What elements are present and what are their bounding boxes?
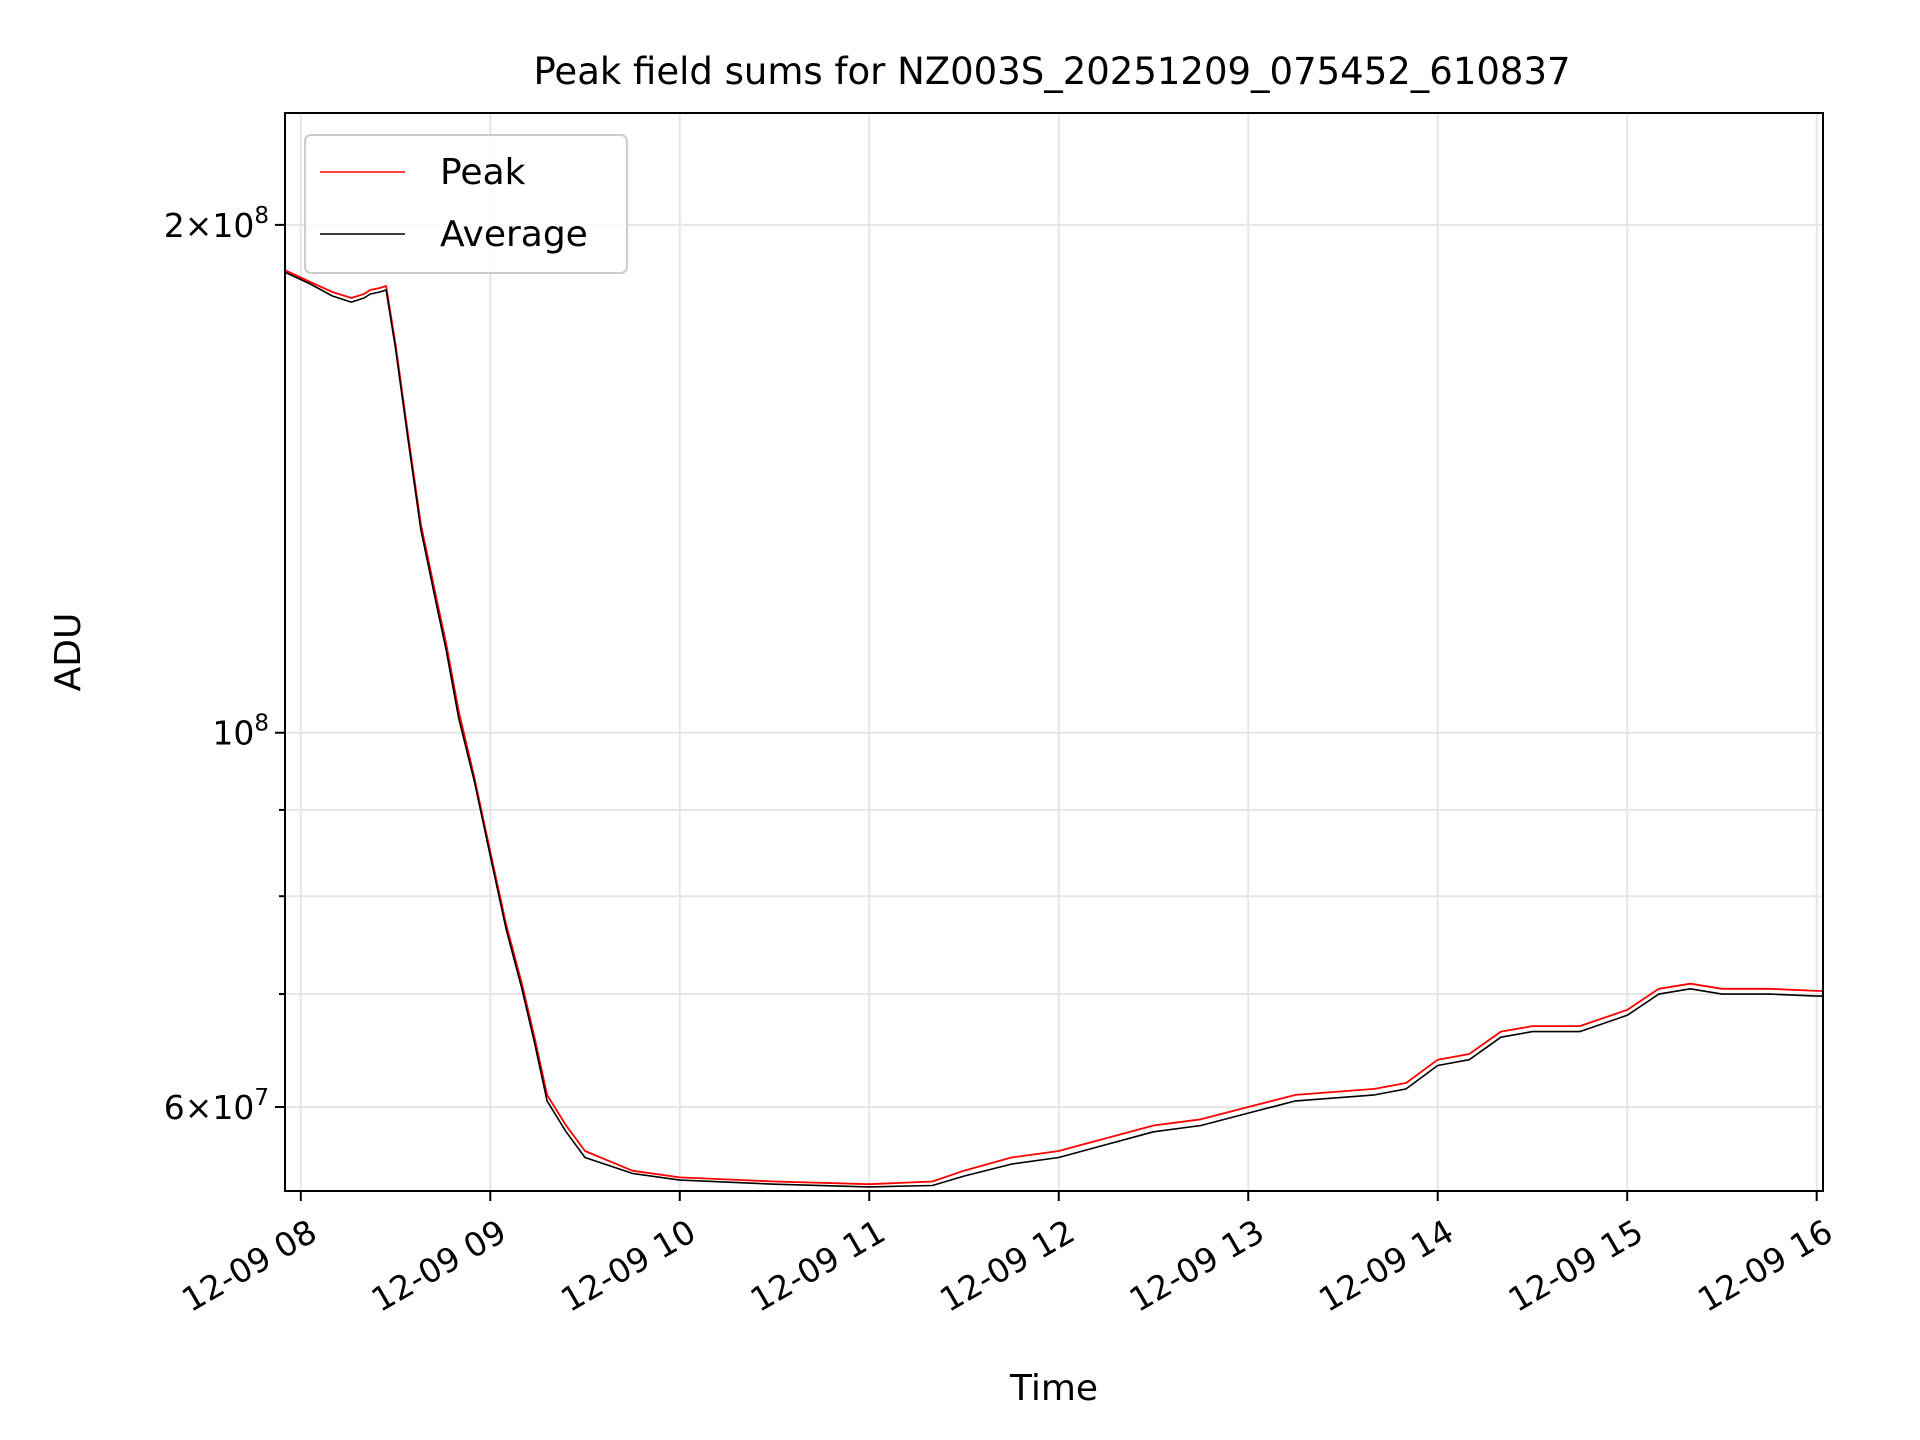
grid-lines <box>285 113 1823 1191</box>
legend: Peak Average <box>304 134 628 274</box>
y-tick-label: 6×107 <box>164 1085 269 1127</box>
plot-frame <box>284 112 1824 1192</box>
x-axis-label: Time <box>1009 1368 1098 1409</box>
legend-label-peak: Peak <box>440 152 526 193</box>
series-line-average <box>285 271 1823 1188</box>
legend-label-average: Average <box>440 214 588 255</box>
legend-box <box>304 134 628 274</box>
y-axis-label: ADU <box>48 613 89 692</box>
plot-series <box>285 269 1823 1188</box>
y-tick-label: 108 <box>212 711 269 753</box>
y-tick-label: 2×108 <box>164 203 269 245</box>
chart-title: Peak field sums for NZ003S_20251209_0754… <box>533 50 1570 93</box>
